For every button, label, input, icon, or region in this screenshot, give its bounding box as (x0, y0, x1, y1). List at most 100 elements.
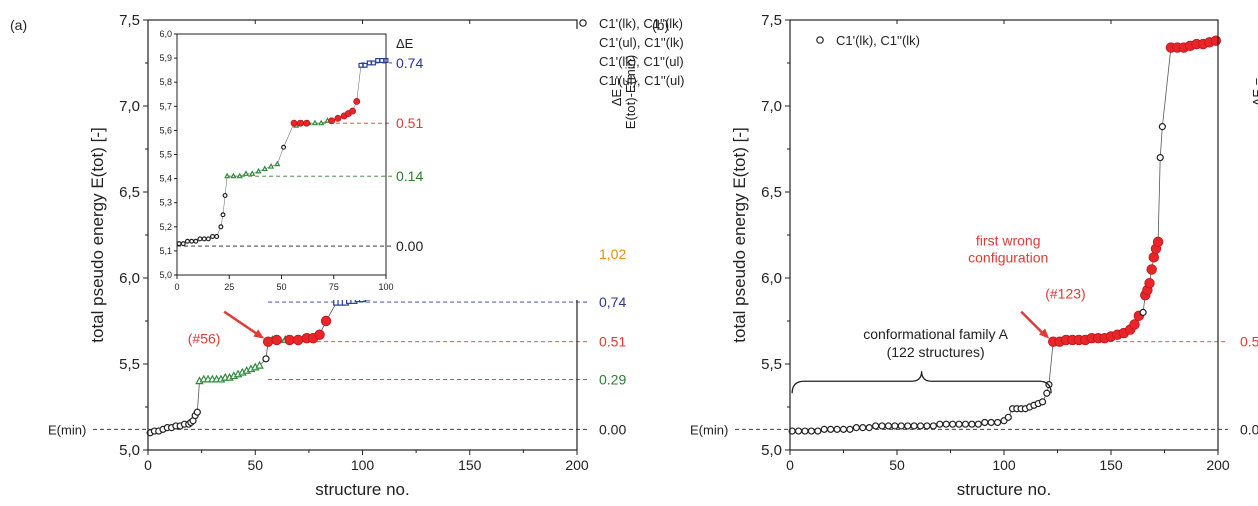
inset-data-point (224, 172, 231, 179)
data-point (1129, 319, 1140, 330)
inset-data-point (197, 236, 203, 242)
y-axis-label: total pseudo energy E(tot) [-] (88, 127, 107, 342)
data-point (1152, 236, 1164, 248)
legend-marker (816, 36, 824, 44)
inset-data-point (358, 62, 364, 68)
inset-data-point (249, 170, 256, 176)
inset-data-point (261, 165, 268, 172)
data-point (993, 418, 1002, 427)
data-point (1156, 154, 1164, 162)
y-tick-label: 6,5 (119, 184, 140, 201)
brace-label-2: (122 structures) (887, 344, 985, 360)
data-point (878, 422, 886, 430)
x-tick-label: 150 (458, 457, 482, 473)
inset-y-tick-label: 5,2 (159, 222, 172, 232)
inset-data-point (180, 241, 186, 247)
inset-series-filled-circle (290, 98, 361, 127)
delta-value-label: 0,74 (599, 294, 626, 310)
data-point (1043, 389, 1051, 397)
data-point (1158, 123, 1166, 131)
legend-marker (579, 19, 587, 27)
data-point (814, 427, 822, 435)
y-tick-label: 7,5 (761, 12, 782, 29)
inset-data-point (290, 119, 298, 127)
data-point (865, 424, 873, 432)
inset-data-point (362, 62, 368, 68)
emin-label: E(min) (690, 422, 728, 437)
x-tick-label: 200 (1206, 457, 1230, 473)
inset-data-point (255, 167, 262, 174)
data-point (1004, 413, 1012, 421)
y-tick-label: 5,0 (761, 442, 782, 459)
x-tick-label: 200 (565, 457, 589, 473)
brace-label-1: conformational family A (863, 326, 1008, 342)
data-point (320, 315, 332, 327)
x-tick-label: 150 (1099, 457, 1123, 473)
inset-data-point (375, 58, 381, 64)
x-axis-label: structure no. (315, 480, 410, 499)
data-point (1210, 35, 1222, 46)
inset-data-point (366, 60, 372, 66)
delta-value-label: 0.29 (599, 371, 626, 387)
delta-value-label: 0.00 (599, 421, 626, 437)
data-point (942, 420, 950, 428)
series-filled-circle (1048, 35, 1222, 347)
y-tick-label: 6,5 (761, 184, 782, 201)
data-point (271, 334, 282, 346)
inset-data-point (353, 98, 361, 105)
inset-data-point (210, 233, 216, 239)
data-point (820, 425, 828, 433)
inset-data-point (242, 170, 250, 176)
legend-label: C1'(ul), C1''(lk) (599, 35, 684, 50)
inset-delta-label: 0.74 (396, 55, 423, 71)
x-tick-label: 50 (889, 457, 905, 473)
inset-y-tick-label: 5,1 (159, 246, 172, 256)
annotation-line-2: configuration (968, 250, 1048, 266)
data-point (974, 420, 982, 428)
chart-panel-a: (a) 0.00 0.29 0.51 0,74 1,02 E(min) 0 50 100 150 20… (10, 12, 684, 499)
inset-y-tick-label: 5,3 (159, 198, 172, 208)
delta-value-label: 0.00 (1240, 421, 1258, 437)
inset-data-point (184, 238, 190, 244)
delta-value-label: 0.51 (1240, 334, 1258, 350)
x-tick-label: 100 (351, 457, 375, 473)
data-point (916, 422, 925, 430)
inset-data-point (222, 192, 228, 198)
inset-data-point (193, 238, 199, 244)
y2-axis-label-top: ΔE = (1250, 78, 1258, 107)
data-point (936, 420, 944, 428)
inset-data-point (370, 60, 376, 66)
data-point (852, 424, 860, 432)
data-point (891, 422, 899, 430)
delta-value-label: 1,02 (599, 246, 626, 262)
inset-x-tick-label: 0 (174, 282, 179, 292)
annotation-number: (#123) (1045, 286, 1085, 302)
data-point (1038, 398, 1047, 406)
y-tick-label: 5,0 (119, 442, 140, 459)
inset-delta-label: 0.14 (396, 168, 423, 184)
y-tick-label: 7,0 (119, 98, 140, 115)
data-point (884, 422, 893, 430)
inset-data-point (236, 172, 243, 179)
inset-data-point (281, 144, 287, 150)
data-point (1139, 308, 1147, 316)
inset-x-tick-label: 50 (276, 282, 286, 292)
delta-value-label: 0.51 (599, 334, 626, 350)
inset-data-point (303, 119, 311, 127)
inset-data-point (230, 172, 237, 179)
data-point (284, 334, 295, 346)
inset-data-point (334, 114, 342, 122)
inset-data-point (296, 119, 304, 127)
x-tick-label: 100 (992, 457, 1016, 473)
inset-y-tick-label: 5,6 (159, 125, 172, 135)
data-point (193, 408, 201, 416)
inset-background (172, 29, 591, 300)
y2-axis-label-bottom: E(tot)-E(min) (623, 55, 638, 129)
legend-label: C1'(lk), C1''(lk) (836, 33, 920, 48)
series-circle (146, 355, 270, 437)
legend-label: C1'(lk), C1''(lk) (599, 16, 683, 31)
data-point (871, 422, 880, 430)
inset-delta-header: ΔE (396, 36, 414, 51)
annotation-arrow-head (1039, 328, 1050, 339)
chart-panel-b: (b) 0.00 0.51 E(min) 0 50 100 150 200 5,0 5,5 6,0 6,… (652, 12, 1258, 499)
